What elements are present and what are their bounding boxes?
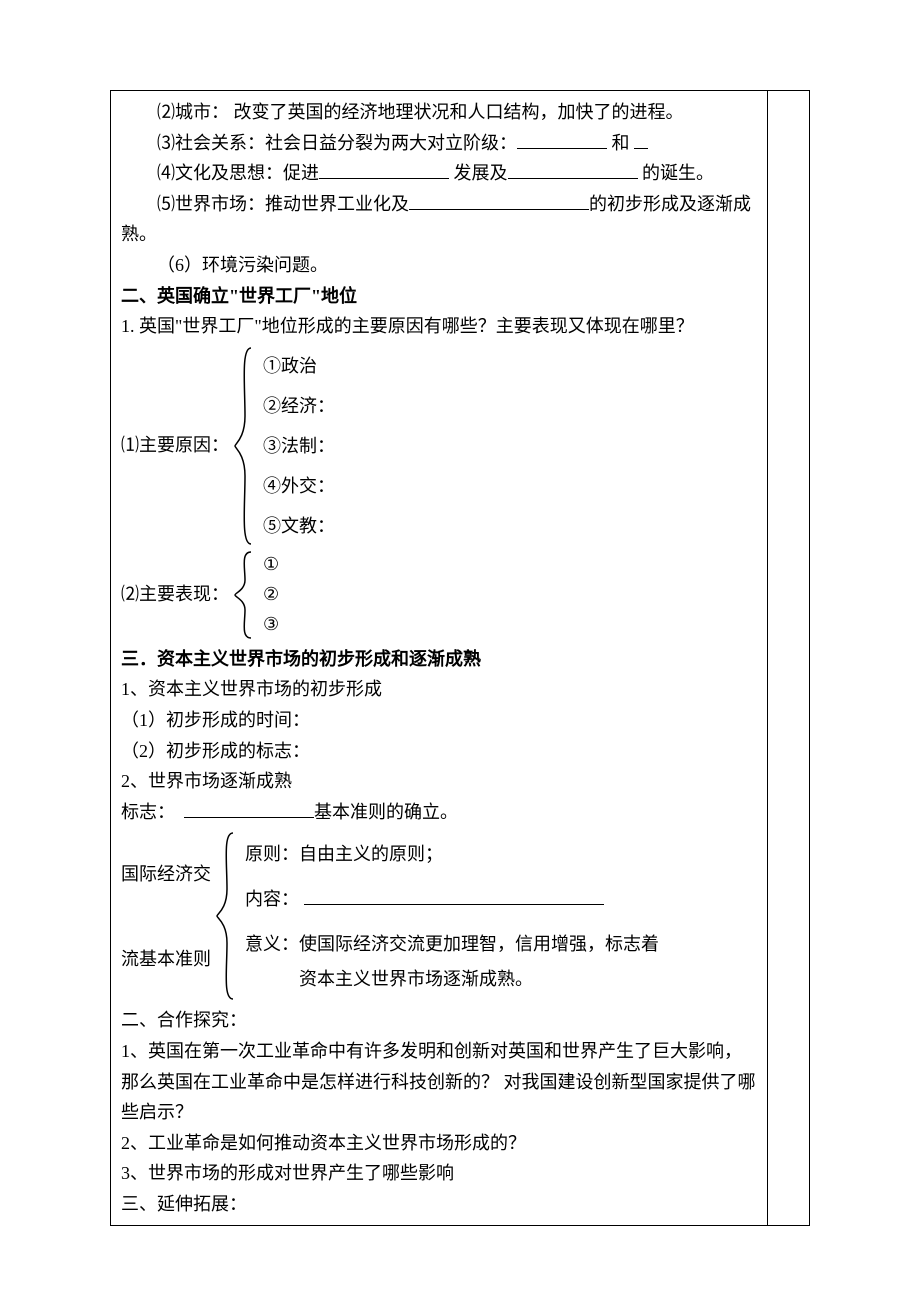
item-5: ⑸世界市场：推动世界工业化及 的初步形成及逐渐成熟。 <box>121 189 759 250</box>
blank <box>409 191 589 210</box>
manifest-item: ③ <box>263 610 279 639</box>
blank <box>634 130 648 149</box>
main-table: ⑵城市： 改变了英国的经济地理状况和人口结构，加快了的进程。 ⑶社会关系：社会日… <box>110 90 810 1226</box>
blank <box>319 160 449 179</box>
rule-meaning: 意义：使国际经济交流更加理智，信用增强，标志着 资本主义世界市场逐渐成熟。 <box>245 927 659 995</box>
bracket-reasons: ⑴主要原因： ①政治 ②经济： ③法制： ④外交： ⑤文教： <box>121 346 759 546</box>
bracket-items: 原则：自由主义的原则； 内容： 意义：使国际经济交流更加理智，信用增强，标志着 … <box>237 831 659 1001</box>
bracket-manifest: ⑵主要表现： ① ② ③ <box>121 550 759 640</box>
bracket-label: ⑴主要原因： <box>121 346 233 546</box>
bracket-rules: 国际经济交 流基本准则 原则：自由主义的原则； 内容： 意义：使国际经济交流更加… <box>121 831 759 1001</box>
reason-item: ①政治 <box>263 349 335 383</box>
item-2: ⑵城市： 改变了英国的经济地理状况和人口结构，加快了的进程。 <box>121 97 759 128</box>
blank <box>517 130 607 149</box>
brace-icon <box>233 346 255 546</box>
s3-1: 1、资本主义世界市场的初步形成 <box>121 674 759 705</box>
blank <box>304 886 604 905</box>
bracket-label: ⑵主要表现： <box>121 550 233 640</box>
manifest-item: ① <box>263 550 279 579</box>
item-6: （6）环境污染问题。 <box>121 250 759 281</box>
reason-item: ④外交： <box>263 469 335 503</box>
question-1: 1. 英国"世界工厂"地位形成的主要原因有哪些？主要表现又体现在哪里？ <box>121 311 759 342</box>
section-2-heading: 二、合作探究： <box>121 1005 759 1036</box>
rule-content: 内容： <box>245 882 659 916</box>
s3-2-mark: 标志： 基本准则的确立。 <box>121 797 759 828</box>
heading-3: 三．资本主义世界市场的初步形成和逐渐成熟 <box>121 644 759 675</box>
reason-item: ③法制： <box>263 429 335 463</box>
sec2-q3: 3、世界市场的形成对世界产生了哪些影响 <box>121 1158 759 1189</box>
blank <box>184 799 314 818</box>
s3-1-2: （2）初步形成的标志： <box>121 736 759 767</box>
page: ⑵城市： 改变了英国的经济地理状况和人口结构，加快了的进程。 ⑶社会关系：社会日… <box>0 0 920 1300</box>
brace-icon <box>233 550 255 640</box>
section-3-heading: 三、延伸拓展： <box>121 1189 759 1220</box>
bracket-label: 国际经济交 流基本准则 <box>121 831 215 1001</box>
reason-item: ②经济： <box>263 389 335 423</box>
heading-2: 二、英国确立"世界工厂"地位 <box>121 281 759 312</box>
manifest-item: ② <box>263 580 279 609</box>
blank <box>508 160 638 179</box>
s3-1-1: （1）初步形成的时间： <box>121 705 759 736</box>
brace-icon <box>215 831 237 1001</box>
margin-cell <box>768 91 810 1226</box>
rule-principle: 原则：自由主义的原则； <box>245 837 659 871</box>
sec2-q1: 1、英国在第一次工业革命中有许多发明和创新对英国和世界产生了巨大影响，那么英国在… <box>121 1036 759 1128</box>
s3-2: 2、世界市场逐渐成熟 <box>121 766 759 797</box>
item-3: ⑶社会关系：社会日益分裂为两大对立阶级： 和 <box>121 128 759 159</box>
reason-item: ⑤文教： <box>263 509 335 543</box>
sec2-q2: 2、工业革命是如何推动资本主义世界市场形成的？ <box>121 1128 759 1159</box>
bracket-items: ①政治 ②经济： ③法制： ④外交： ⑤文教： <box>255 346 335 546</box>
bracket-items: ① ② ③ <box>255 550 279 640</box>
item-4: ⑷文化及思想：促进 发展及 的诞生。 <box>121 158 759 189</box>
content-cell: ⑵城市： 改变了英国的经济地理状况和人口结构，加快了的进程。 ⑶社会关系：社会日… <box>111 91 768 1226</box>
